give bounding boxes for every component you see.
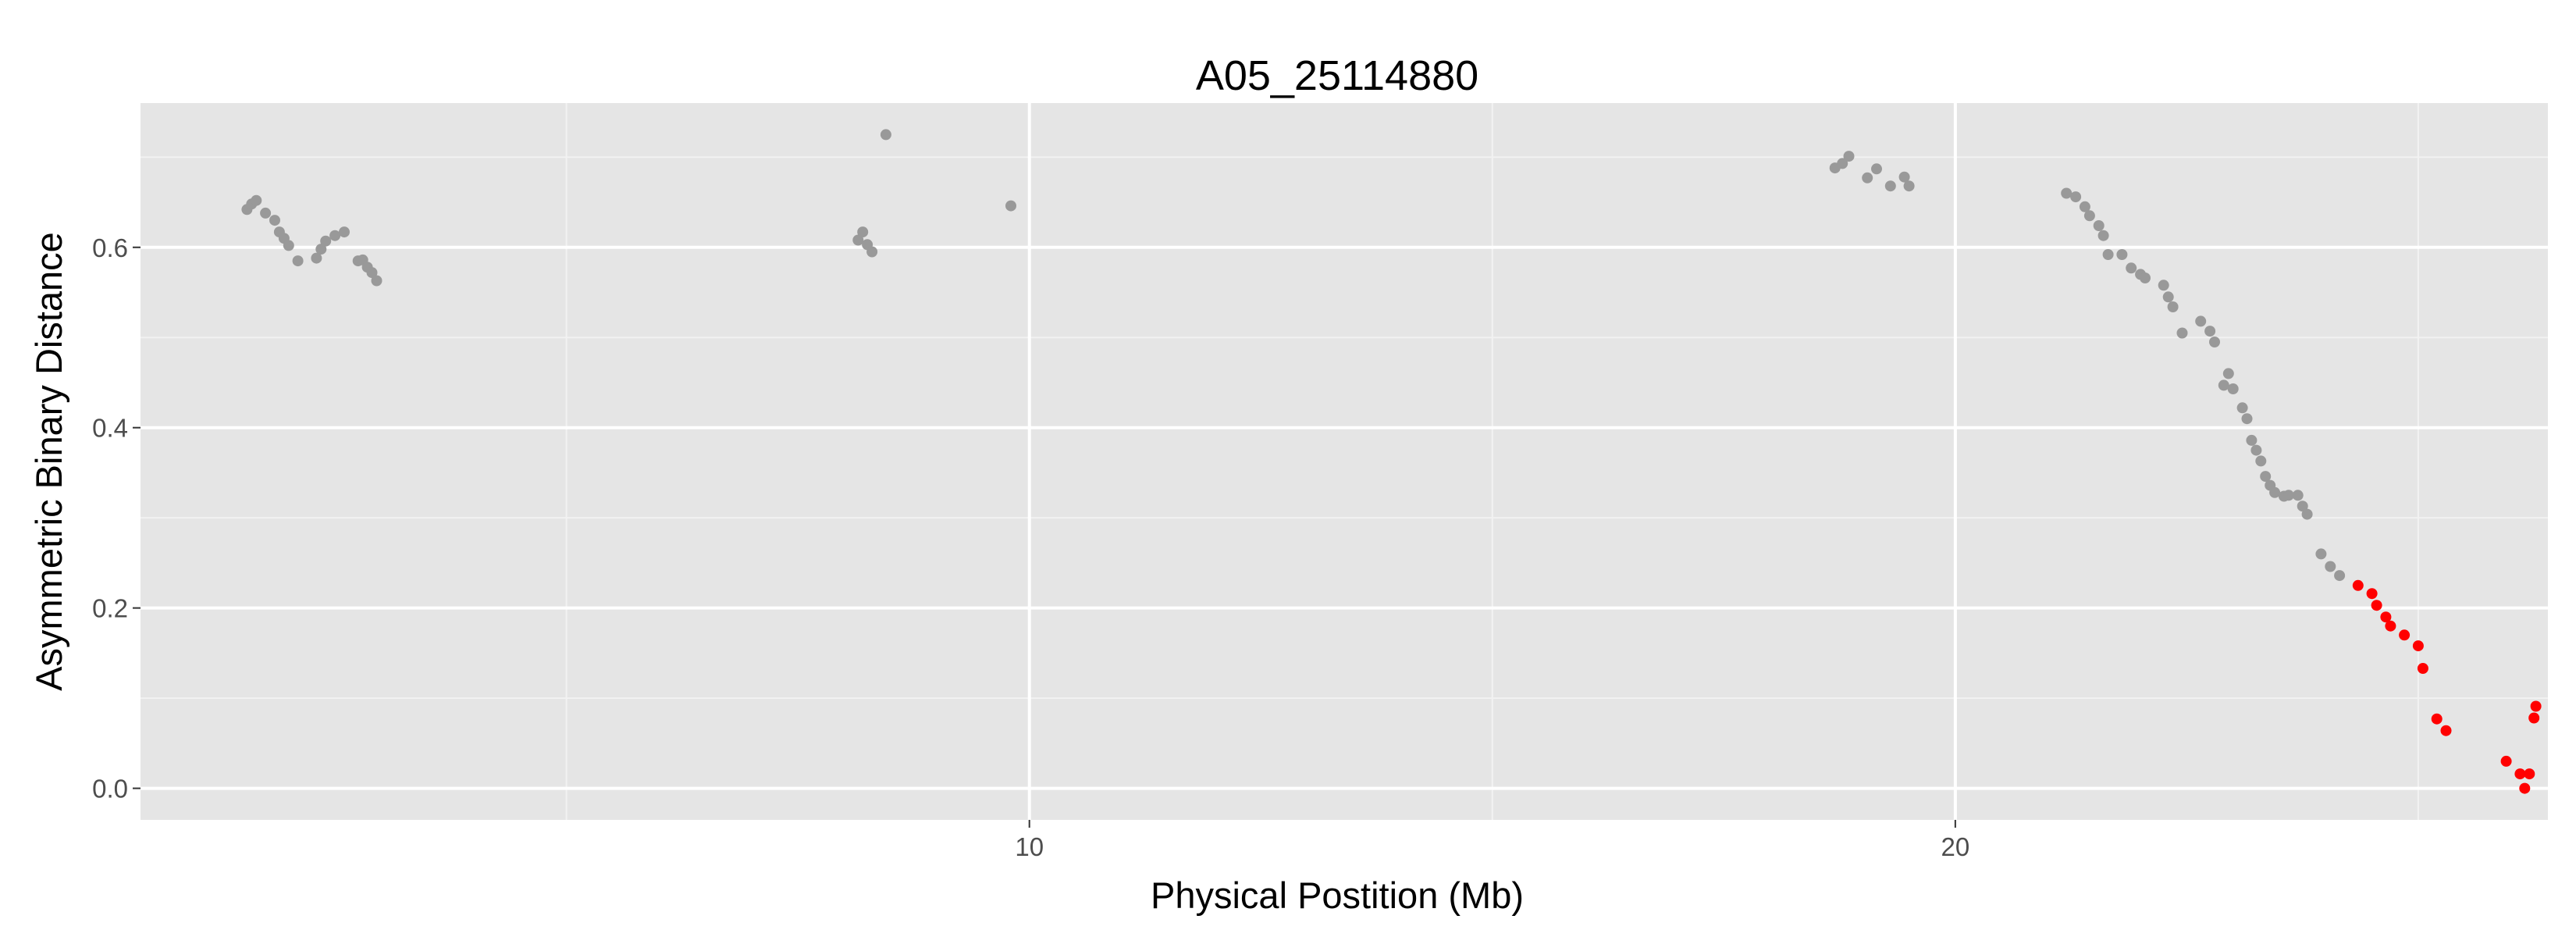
data-point [1862, 172, 1873, 183]
y-axis: 0.0 0.2 0.4 0.6 [92, 233, 141, 803]
y-tick-label: 0.4 [92, 414, 128, 443]
y-tick-label: 0.6 [92, 233, 128, 262]
data-point [339, 226, 350, 238]
data-point [2162, 291, 2174, 303]
data-point [2380, 611, 2392, 623]
plot-panel [141, 103, 2548, 820]
x-axis-title: Physical Postition (Mb) [1151, 875, 1524, 916]
data-point [2292, 490, 2304, 501]
data-point [2204, 326, 2216, 337]
data-point [2126, 262, 2137, 274]
data-point [2250, 444, 2262, 456]
data-point [2218, 379, 2229, 391]
y-tick-label: 0.2 [92, 594, 128, 623]
data-point [2260, 471, 2272, 483]
data-point [2315, 548, 2327, 560]
minor-gridlines [141, 103, 2548, 820]
data-point [315, 244, 327, 255]
x-tick-label: 20 [1941, 832, 1970, 861]
data-point [2236, 402, 2248, 414]
data-point [2246, 434, 2258, 446]
data-point [2440, 725, 2452, 736]
data-point [2399, 629, 2411, 641]
y-tick-label: 0.0 [92, 775, 128, 803]
data-point [1903, 180, 1915, 192]
data-point [1898, 171, 1910, 183]
data-point [2366, 588, 2378, 600]
data-point [2176, 327, 2188, 339]
data-point [2417, 663, 2428, 674]
data-point [2241, 413, 2253, 425]
data-point [2524, 768, 2535, 780]
data-point [2431, 713, 2443, 725]
x-axis: 10 20 [1015, 820, 1969, 861]
data-point [852, 234, 864, 246]
data-point [1871, 163, 1882, 175]
data-point [2083, 210, 2095, 222]
major-gridlines [141, 103, 2548, 820]
data-point [292, 255, 304, 267]
data-point [2079, 201, 2090, 212]
data-point [2097, 230, 2109, 241]
data-point [1005, 200, 1016, 212]
data-point [2116, 249, 2128, 260]
data-point [371, 275, 382, 287]
data-point [2385, 620, 2396, 632]
data-point [2209, 337, 2220, 347]
data-point [260, 207, 272, 219]
data-point [1884, 180, 1896, 192]
data-point [2195, 315, 2207, 327]
data-point [320, 235, 332, 247]
data-point [2061, 187, 2073, 199]
data-point [2102, 249, 2114, 260]
data-point [2167, 301, 2179, 312]
data-point [2500, 755, 2512, 767]
data-point [283, 240, 294, 251]
data-point [2514, 768, 2526, 780]
data-point [2301, 508, 2313, 520]
data-point [2222, 368, 2234, 379]
data-point [269, 215, 280, 226]
data-point [2412, 640, 2424, 652]
data-point [311, 252, 322, 264]
data-point [857, 226, 869, 238]
data-point [2528, 712, 2540, 724]
data-point [366, 267, 378, 279]
data-point [2227, 383, 2239, 394]
data-point [2070, 191, 2082, 203]
data-points [241, 129, 2542, 794]
data-point [2519, 782, 2531, 794]
data-point [2371, 600, 2382, 611]
data-point [866, 246, 878, 258]
data-point [2352, 579, 2364, 591]
data-point [880, 129, 891, 141]
data-point [2255, 455, 2267, 467]
data-point [1843, 151, 1855, 162]
chart-title: A05_25114880 [1196, 52, 1478, 99]
data-point [2282, 490, 2294, 501]
data-point [2158, 280, 2169, 291]
data-point [2334, 570, 2346, 582]
data-point [251, 194, 262, 206]
data-point [2269, 486, 2281, 498]
data-point [2530, 700, 2542, 712]
data-point [329, 230, 341, 241]
data-point [2325, 561, 2336, 572]
data-point [1837, 158, 1848, 169]
data-point [2093, 220, 2105, 231]
data-point [2140, 273, 2151, 283]
y-axis-title: Asymmetric Binary Distance [28, 232, 69, 691]
data-point [2297, 501, 2308, 512]
x-tick-label: 10 [1015, 832, 1044, 861]
